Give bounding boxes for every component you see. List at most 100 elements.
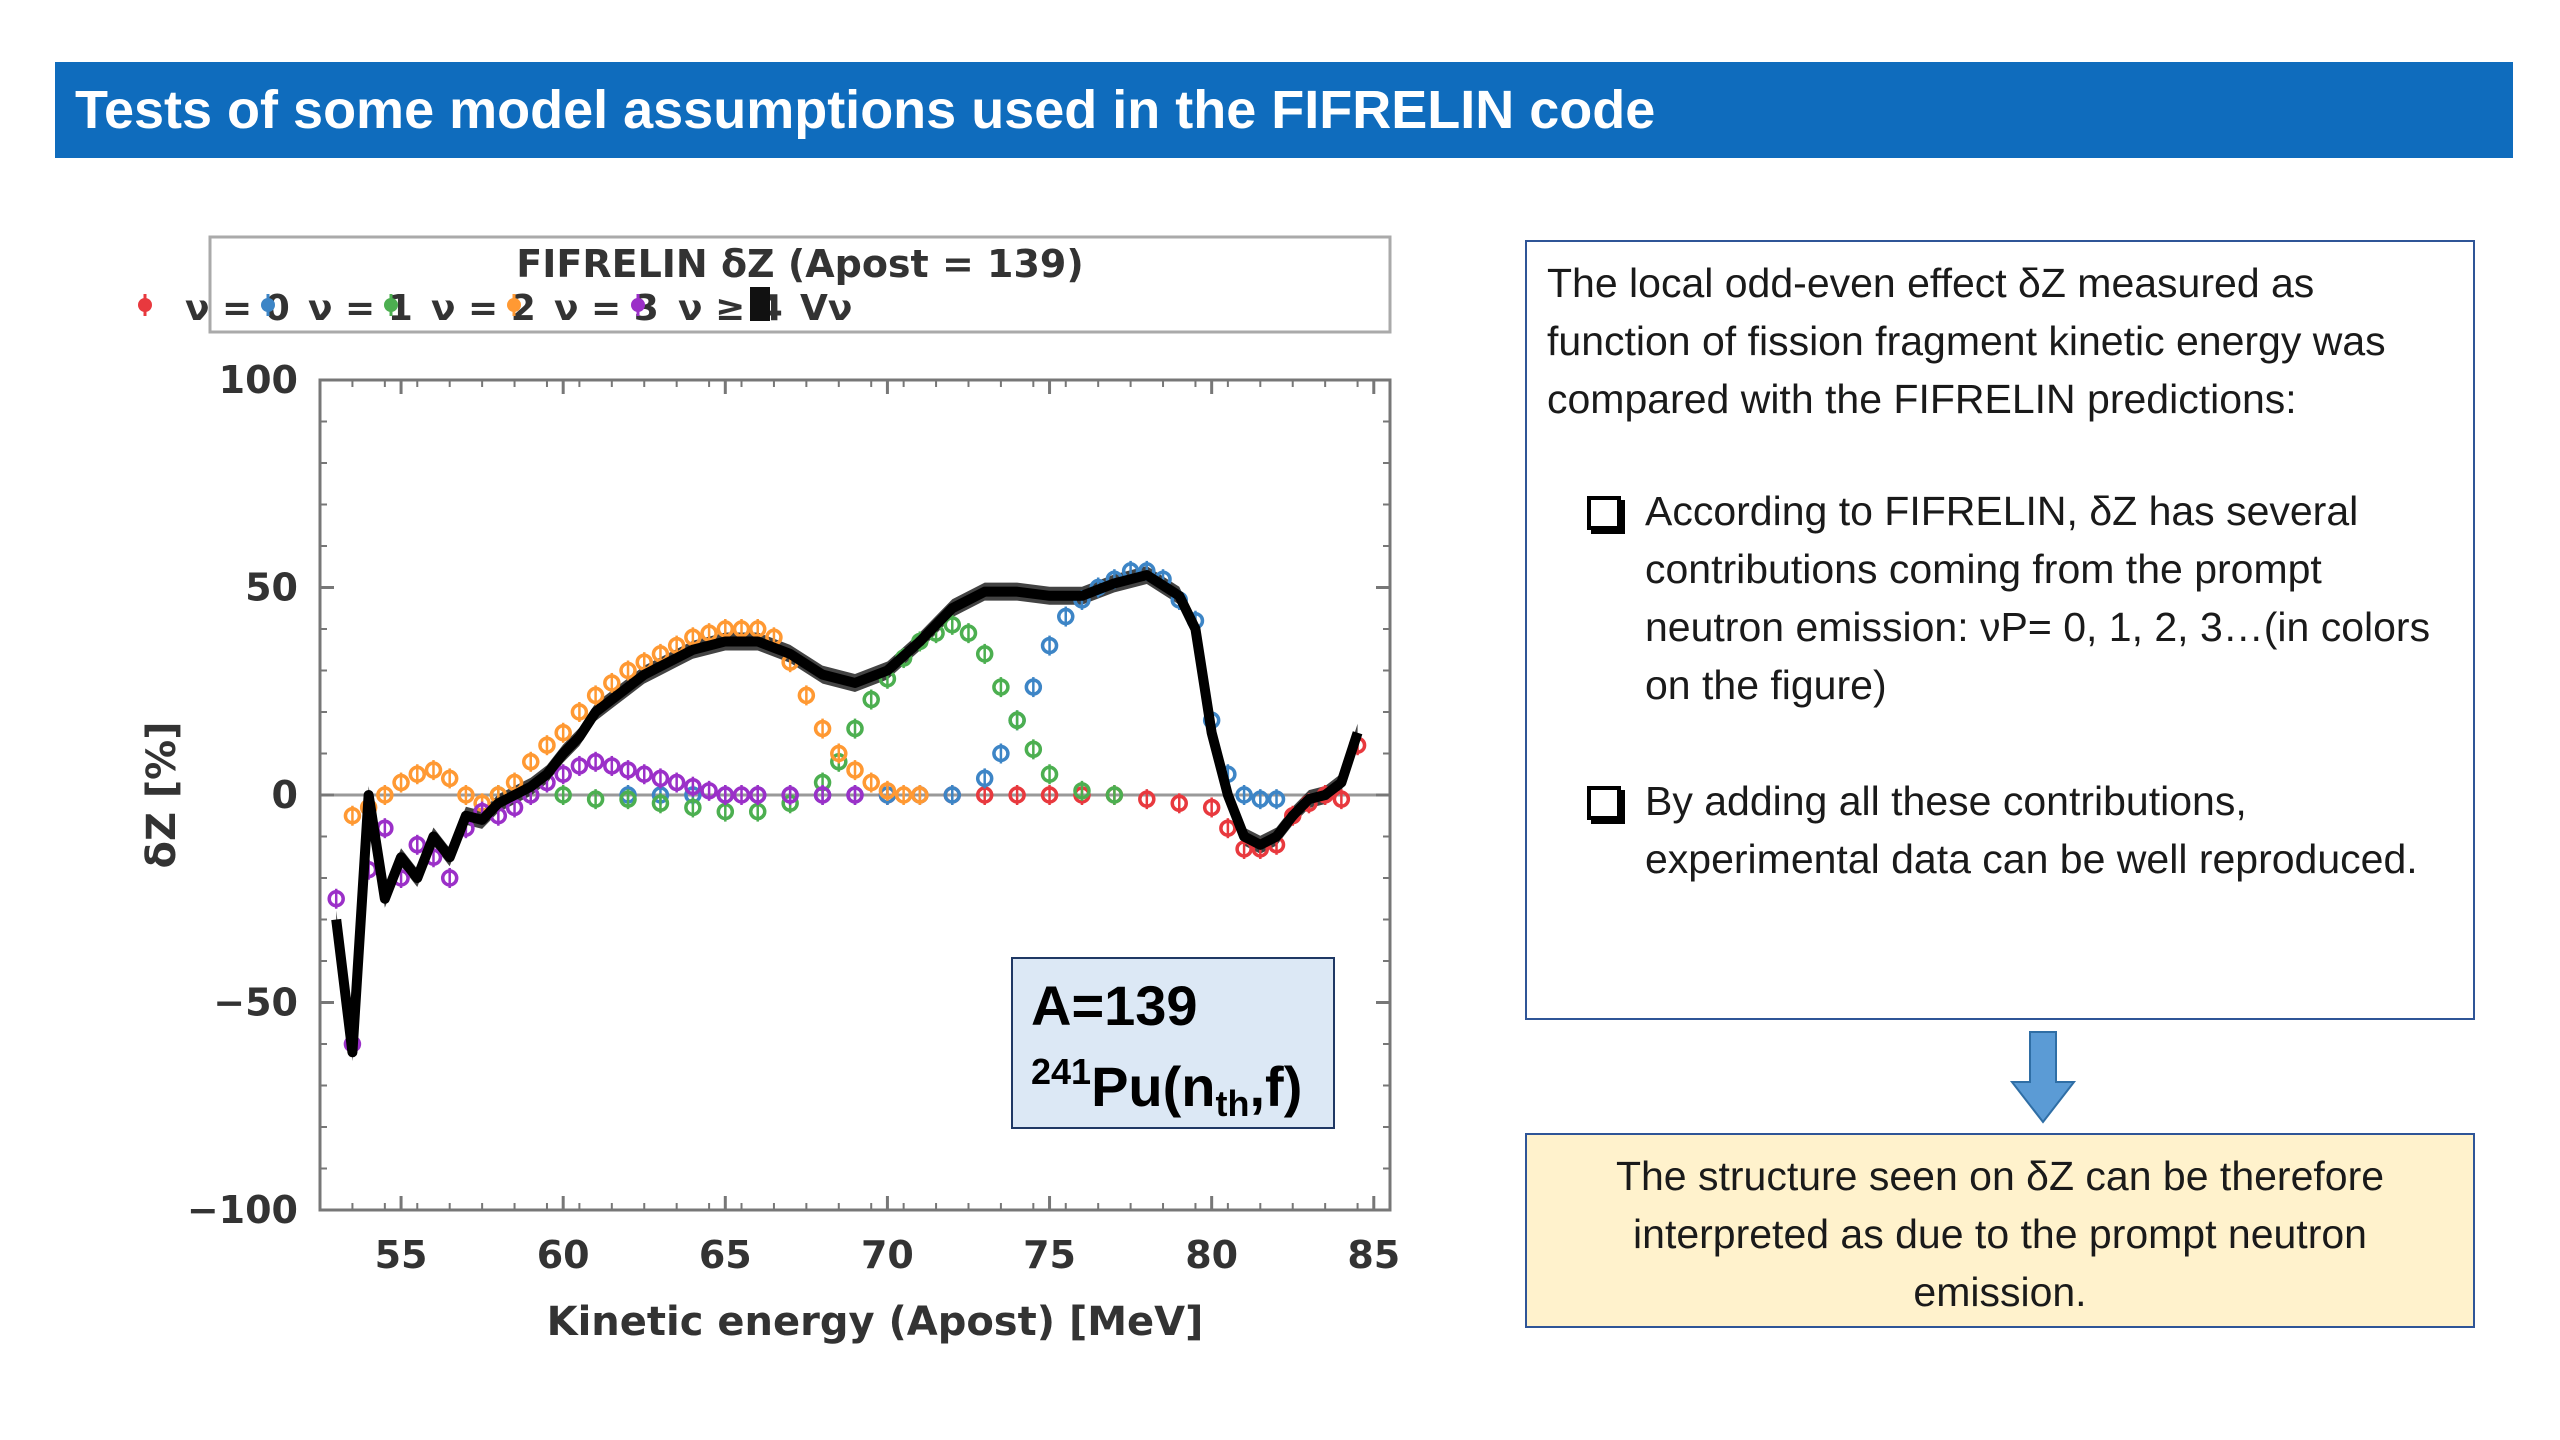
data-point	[667, 773, 686, 792]
data-point	[894, 786, 913, 804]
legend-marker	[507, 298, 521, 312]
data-point	[684, 628, 702, 647]
data-point	[813, 786, 832, 804]
x-axis-title: Kinetic energy (Apost) [MeV]	[547, 1299, 1204, 1345]
data-point	[1057, 607, 1075, 626]
chart: FIFRELIN δZ (Apost = 139) ν = 0 ν = 1 ν = …	[138, 235, 1400, 1345]
legend-marker	[750, 287, 770, 321]
data-point	[376, 786, 394, 804]
data-point	[586, 686, 605, 705]
bullet-text: According to FIFRELIN, δZ has several co…	[1645, 488, 2431, 708]
data-point	[440, 869, 459, 887]
legend-label: ν = 1	[308, 288, 413, 329]
data-point	[975, 645, 994, 663]
data-point	[586, 753, 605, 771]
data-point	[392, 773, 410, 792]
data-point	[716, 786, 735, 804]
legend-marker	[138, 298, 152, 312]
data-point	[975, 769, 994, 788]
data-point	[522, 753, 540, 771]
annotation-element: Pu(n	[1091, 1055, 1216, 1118]
legend-label: ν = 2	[431, 288, 536, 329]
data-point	[424, 761, 443, 779]
x-tick-label: 65	[699, 1233, 752, 1277]
annotation-mass: A=139	[1031, 974, 1198, 1037]
data-point	[943, 616, 962, 634]
data-point	[1235, 786, 1253, 804]
data-point	[1008, 786, 1026, 804]
data-point	[992, 678, 1010, 696]
annotation-mass-number: 241	[1031, 1051, 1092, 1092]
data-point	[862, 773, 880, 792]
data-point	[700, 624, 718, 642]
data-point	[1267, 790, 1286, 808]
data-point	[603, 674, 621, 692]
data-point	[554, 786, 572, 804]
x-tick-label: 80	[1185, 1233, 1238, 1277]
legend-label: ν = 0	[185, 288, 290, 329]
annotation-tail: ,f)	[1249, 1055, 1303, 1118]
data-point	[846, 761, 864, 779]
data-point	[862, 690, 880, 709]
x-tick-label: 70	[861, 1233, 914, 1277]
annotation-subscript: th	[1215, 1083, 1250, 1124]
conclusion-text: The structure seen on δZ can be therefor…	[1615, 1153, 2385, 1315]
data-point	[1202, 798, 1221, 817]
data-point	[1251, 790, 1270, 808]
legend-marker	[261, 298, 275, 312]
data-point	[732, 786, 751, 804]
chart-title: FIFRELIN δZ (Apost = 139)	[516, 242, 1083, 286]
annotation-box: A=139 241Pu(nth,f)	[1011, 957, 1335, 1129]
data-point	[554, 724, 572, 742]
data-point	[684, 798, 702, 817]
data-point	[830, 744, 848, 763]
data-point	[846, 719, 864, 738]
y-tick-label: −50	[213, 981, 298, 1025]
bullet-item: By adding all these contributions, exper…	[1587, 772, 2445, 888]
data-point	[408, 765, 427, 783]
data-point	[1105, 786, 1124, 804]
bullet-item: According to FIFRELIN, δZ has several co…	[1587, 482, 2445, 714]
hollow-square-bullet-icon	[1587, 786, 1621, 820]
data-point	[619, 790, 637, 808]
data-point	[570, 703, 589, 721]
data-point	[586, 790, 605, 808]
y-tick-label: 50	[245, 566, 298, 610]
data-point	[1040, 765, 1059, 783]
data-point	[554, 765, 572, 783]
series-3	[343, 619, 929, 826]
data-point	[635, 765, 653, 783]
legend-marker	[384, 298, 398, 312]
data-point	[1040, 636, 1059, 655]
data-point	[619, 661, 637, 680]
description-box: The local odd-even effect δZ measured as…	[1525, 240, 2475, 1020]
down-arrow-icon	[2009, 1031, 2077, 1124]
data-point	[732, 620, 751, 638]
x-tick-label: 55	[375, 1233, 428, 1277]
data-point	[440, 769, 459, 788]
data-point	[911, 786, 929, 804]
annotation-reaction: 241Pu(nth,f)	[1031, 1051, 1302, 1125]
data-point	[1170, 794, 1188, 813]
data-point	[1332, 790, 1351, 808]
data-point	[959, 624, 978, 642]
series-line-total	[331, 570, 1363, 1058]
data-point	[1073, 782, 1091, 800]
data-point	[700, 782, 718, 800]
data-point	[1024, 740, 1043, 759]
data-point	[846, 786, 864, 804]
y-tick-label: 0	[272, 773, 298, 817]
legend-label: Vν	[800, 288, 852, 329]
data-point	[684, 777, 702, 796]
data-point	[797, 686, 816, 705]
x-tick-label: 60	[537, 1233, 590, 1277]
data-point	[570, 757, 589, 775]
data-point	[343, 807, 362, 825]
description-intro: The local odd-even effect δZ measured as…	[1547, 260, 2386, 422]
series-2	[489, 614, 1124, 822]
data-point	[1138, 790, 1156, 808]
data-point	[408, 836, 427, 854]
data-point	[457, 786, 475, 804]
y-tick-label: 100	[219, 358, 298, 402]
data-point	[748, 786, 767, 804]
